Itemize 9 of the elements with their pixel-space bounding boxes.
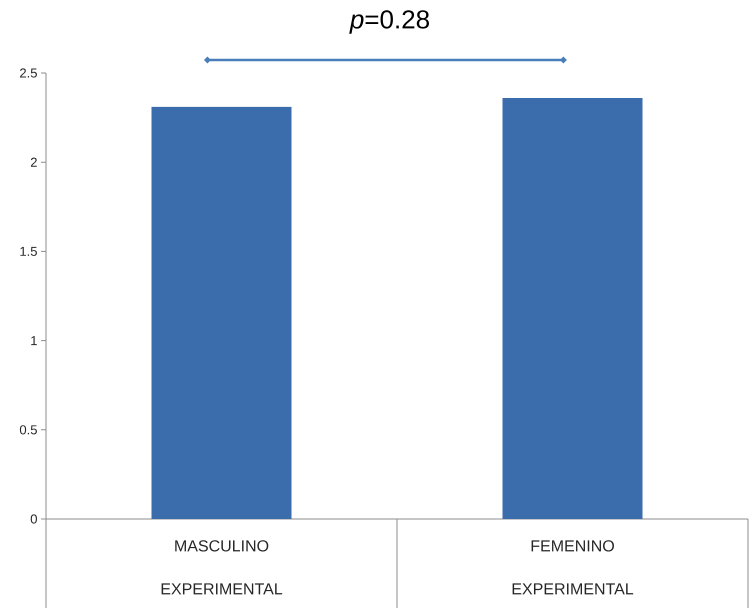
y-tick-label: 1	[31, 336, 37, 346]
y-tick-label: 1.5	[20, 246, 37, 256]
y-tick-label: 0	[30, 514, 37, 524]
category-label: FEMENINO EXPERIMENTAL	[512, 540, 634, 594]
category-label: MASCULINO EXPERIMENTAL	[162, 540, 282, 594]
y-tick-label: 2.5	[20, 68, 37, 78]
y-tick-label: 2	[30, 158, 37, 167]
text: p=0.28	[349, 10, 429, 34]
y-tick-label: 0.5	[20, 425, 37, 434]
